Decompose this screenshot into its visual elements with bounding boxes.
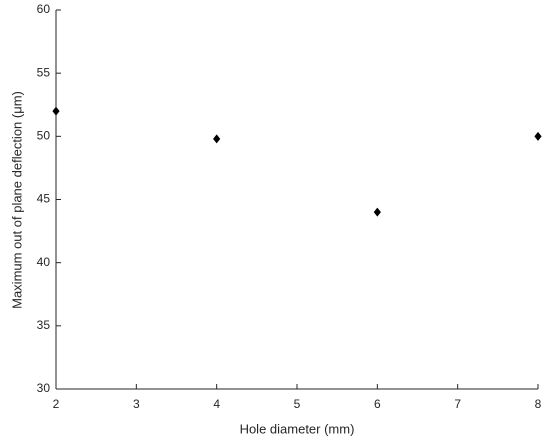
x-tick-label: 3 [133,397,140,411]
x-axis-label: Hole diameter (mm) [240,421,355,436]
y-axis-label: Maximum out of plane deflection (μm) [9,91,24,309]
y-tick-label: 45 [37,192,51,206]
y-tick-label: 40 [37,255,51,269]
x-tick-label: 5 [294,397,301,411]
x-tick-label: 8 [535,397,542,411]
y-tick-label: 35 [37,318,51,332]
y-tick-label: 55 [37,65,51,79]
x-tick-label: 4 [213,397,220,411]
data-point [373,207,381,217]
data-point [534,131,542,141]
y-tick-label: 50 [37,129,51,143]
data-point [213,134,221,144]
data-point [52,106,60,116]
x-tick-label: 2 [53,397,60,411]
x-tick-label: 6 [374,397,381,411]
x-tick-label: 7 [454,397,461,411]
y-tick-label: 60 [37,2,51,16]
y-tick-label: 30 [37,381,51,395]
